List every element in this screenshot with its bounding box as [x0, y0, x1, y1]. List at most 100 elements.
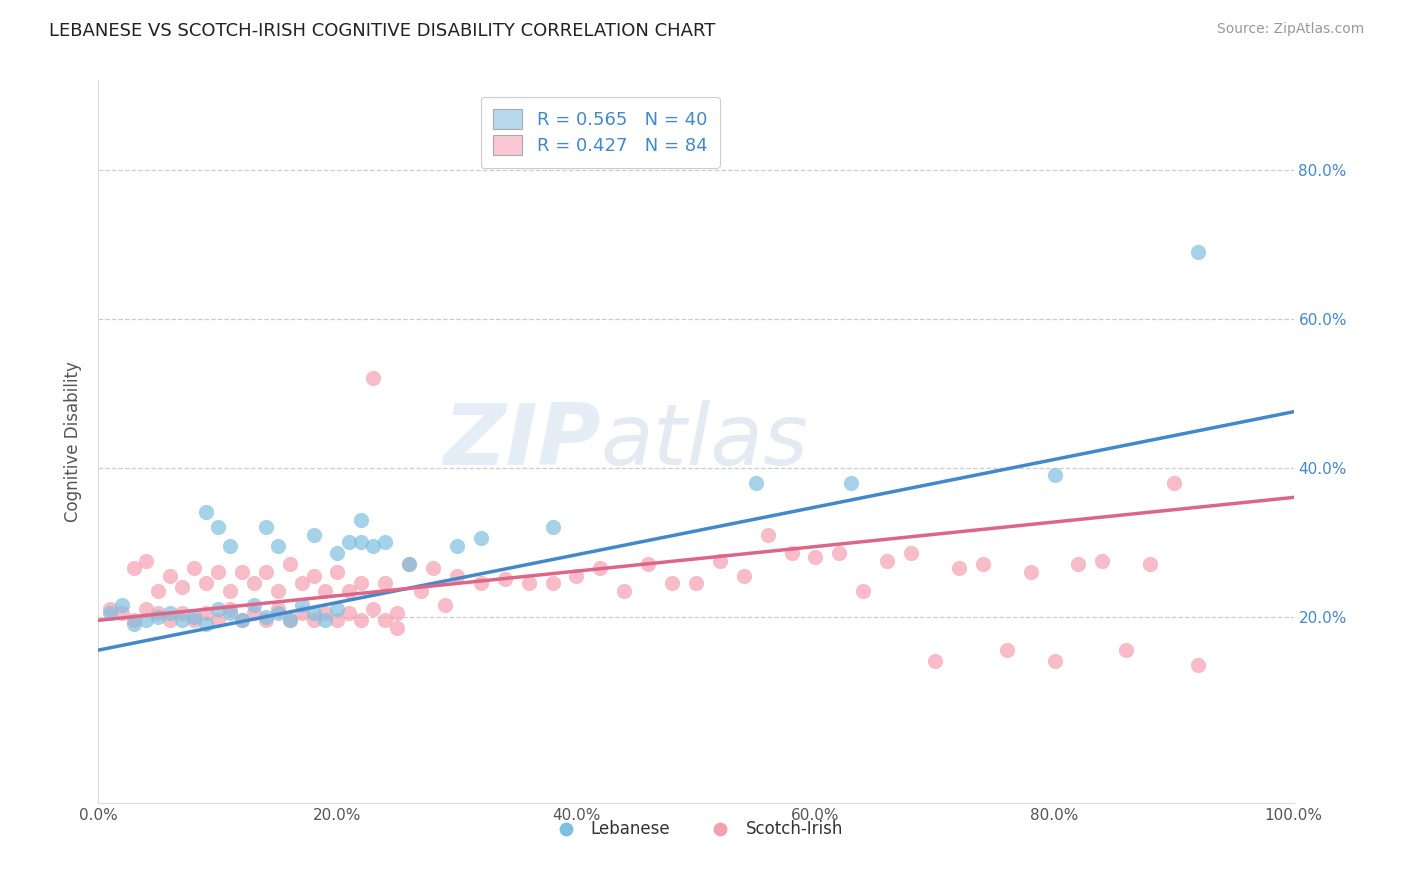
Point [326, 602, 349, 616]
Text: LEBANESE VS SCOTCH-IRISH COGNITIVE DISABILITY CORRELATION CHART: LEBANESE VS SCOTCH-IRISH COGNITIVE DISAB… [49, 22, 716, 40]
Point [972, 558, 994, 572]
Point [363, 371, 385, 385]
Point [685, 576, 707, 591]
Point [111, 599, 134, 613]
Point [589, 561, 612, 575]
Point [124, 561, 146, 575]
Point [374, 535, 396, 549]
Point [339, 583, 361, 598]
Point [733, 568, 755, 582]
Point [841, 475, 863, 490]
Point [219, 583, 242, 598]
Point [924, 654, 946, 668]
Point [195, 617, 218, 632]
Point [411, 583, 433, 598]
Point [339, 535, 361, 549]
Point [852, 583, 875, 598]
Point [326, 546, 349, 560]
Point [470, 532, 492, 546]
Point [350, 613, 373, 627]
Point [398, 558, 420, 572]
Point [876, 554, 898, 568]
Point [422, 561, 444, 575]
Point [207, 613, 229, 627]
Point [195, 576, 218, 591]
Point [172, 613, 194, 627]
Point [1115, 643, 1137, 657]
Point [267, 606, 290, 620]
Point [1091, 554, 1114, 568]
Point [219, 606, 242, 620]
Point [661, 576, 683, 591]
Point [159, 568, 181, 582]
Point [398, 558, 420, 572]
Point [278, 613, 301, 627]
Point [995, 643, 1018, 657]
Point [172, 580, 194, 594]
Legend: Lebanese, Scotch-Irish: Lebanese, Scotch-Irish [543, 814, 849, 845]
Point [231, 613, 253, 627]
Point [98, 606, 122, 620]
Point [1067, 558, 1090, 572]
Point [434, 599, 457, 613]
Point [278, 558, 301, 572]
Point [1043, 468, 1066, 483]
Point [267, 539, 290, 553]
Point [565, 568, 588, 582]
Point [385, 606, 409, 620]
Point [267, 583, 290, 598]
Point [517, 576, 540, 591]
Point [124, 613, 146, 627]
Point [315, 613, 337, 627]
Point [159, 606, 181, 620]
Point [267, 602, 290, 616]
Point [243, 576, 266, 591]
Y-axis label: Cognitive Disability: Cognitive Disability [65, 361, 83, 522]
Point [278, 613, 301, 627]
Point [207, 602, 229, 616]
Point [254, 609, 277, 624]
Point [302, 568, 325, 582]
Text: Source: ZipAtlas.com: Source: ZipAtlas.com [1216, 22, 1364, 37]
Point [374, 576, 396, 591]
Point [1163, 475, 1185, 490]
Text: ZIP: ZIP [443, 400, 600, 483]
Point [756, 527, 779, 541]
Point [350, 535, 373, 549]
Point [231, 613, 253, 627]
Point [254, 565, 277, 579]
Point [219, 539, 242, 553]
Point [315, 583, 337, 598]
Point [254, 520, 277, 534]
Point [541, 520, 564, 534]
Point [637, 558, 659, 572]
Point [446, 539, 468, 553]
Point [745, 475, 768, 490]
Point [219, 602, 242, 616]
Point [446, 568, 468, 582]
Point [1187, 658, 1209, 673]
Point [243, 599, 266, 613]
Point [1139, 558, 1161, 572]
Point [207, 520, 229, 534]
Point [291, 606, 314, 620]
Point [470, 576, 492, 591]
Point [135, 554, 157, 568]
Point [148, 606, 170, 620]
Point [183, 609, 205, 624]
Point [135, 602, 157, 616]
Point [148, 583, 170, 598]
Point [541, 576, 564, 591]
Point [124, 617, 146, 632]
Point [183, 561, 205, 575]
Point [172, 606, 194, 620]
Point [159, 613, 181, 627]
Point [183, 613, 205, 627]
Point [780, 546, 803, 560]
Point [195, 606, 218, 620]
Point [291, 599, 314, 613]
Point [231, 565, 253, 579]
Point [302, 606, 325, 620]
Point [494, 572, 516, 586]
Point [207, 565, 229, 579]
